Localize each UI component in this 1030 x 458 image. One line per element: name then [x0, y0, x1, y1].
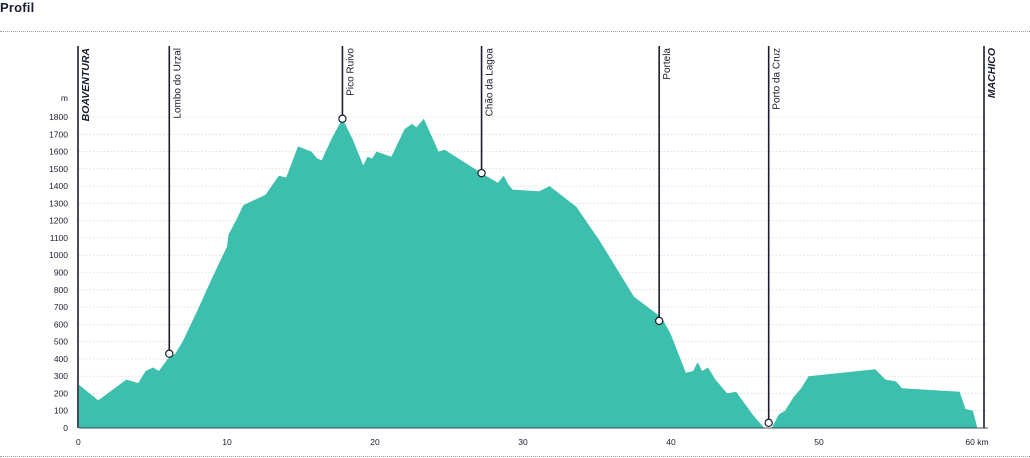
y-tick-label-300: 300	[54, 371, 68, 381]
y-tick-label-1800: 1800	[49, 112, 68, 122]
waypoint-marker-lombo-do-urzal	[165, 349, 174, 358]
y-tick-label-100: 100	[54, 406, 68, 416]
x-tick-label-10: 10	[222, 437, 232, 447]
waypoint-label-pico-ruivo: Pico Ruivo	[345, 48, 356, 96]
waypoint-marker-ch-o-da-lagoa	[477, 168, 486, 178]
waypoint-label-lombo-do-urzal: Lombo do Urzal	[172, 48, 183, 119]
waypoint-label-portela: Portela	[662, 48, 673, 80]
y-tick-label-1200: 1200	[49, 216, 68, 226]
y-tick-label-800: 800	[54, 285, 68, 295]
y-tick-label-1700: 1700	[49, 129, 68, 139]
bottom-divider	[0, 456, 1030, 457]
y-tick-label-200: 200	[54, 388, 68, 398]
x-tick-label-40: 40	[666, 437, 676, 447]
waypoint-marker-porto-da-cruz	[764, 418, 773, 428]
y-tick-label-1000: 1000	[49, 250, 68, 260]
x-tick-label-50: 50	[814, 437, 824, 447]
y-tick-label-900: 900	[54, 268, 68, 278]
waypoint-marker-pico-ruivo	[338, 114, 347, 123]
y-tick-label-1300: 1300	[49, 198, 68, 208]
elevation-area	[79, 118, 978, 428]
x-tick-label-0: 0	[76, 437, 81, 447]
waypoint-label-boaventura: BOAVENTURA	[80, 48, 92, 121]
waypoint-marker-portela	[654, 316, 664, 326]
x-tick-label-20: 20	[370, 437, 380, 447]
y-tick-label-1500: 1500	[49, 164, 68, 174]
waypoint-label-porto-da-cruz: Porto da Cruz	[772, 48, 783, 110]
x-tick-label-30: 30	[518, 437, 528, 447]
y-tick-label-700: 700	[54, 302, 68, 312]
y-tick-label-600: 600	[54, 319, 68, 329]
top-divider	[0, 31, 1030, 32]
y-axis-unit-label: m	[61, 93, 68, 103]
waypoint-label-ch-o-da-lagoa: Chão da Lagoa	[485, 48, 496, 117]
y-tick-label-1400: 1400	[49, 181, 68, 191]
x-tick-label-60: 60 km	[965, 437, 988, 447]
y-tick-label-400: 400	[54, 354, 68, 364]
waypoint-label-machico: MACHICO	[986, 48, 998, 98]
y-tick-label-0: 0	[63, 423, 68, 433]
chart-title: Profil	[0, 0, 35, 15]
y-tick-label-1100: 1100	[50, 233, 69, 243]
y-tick-label-500: 500	[54, 337, 68, 347]
y-tick-label-1600: 1600	[49, 147, 68, 157]
